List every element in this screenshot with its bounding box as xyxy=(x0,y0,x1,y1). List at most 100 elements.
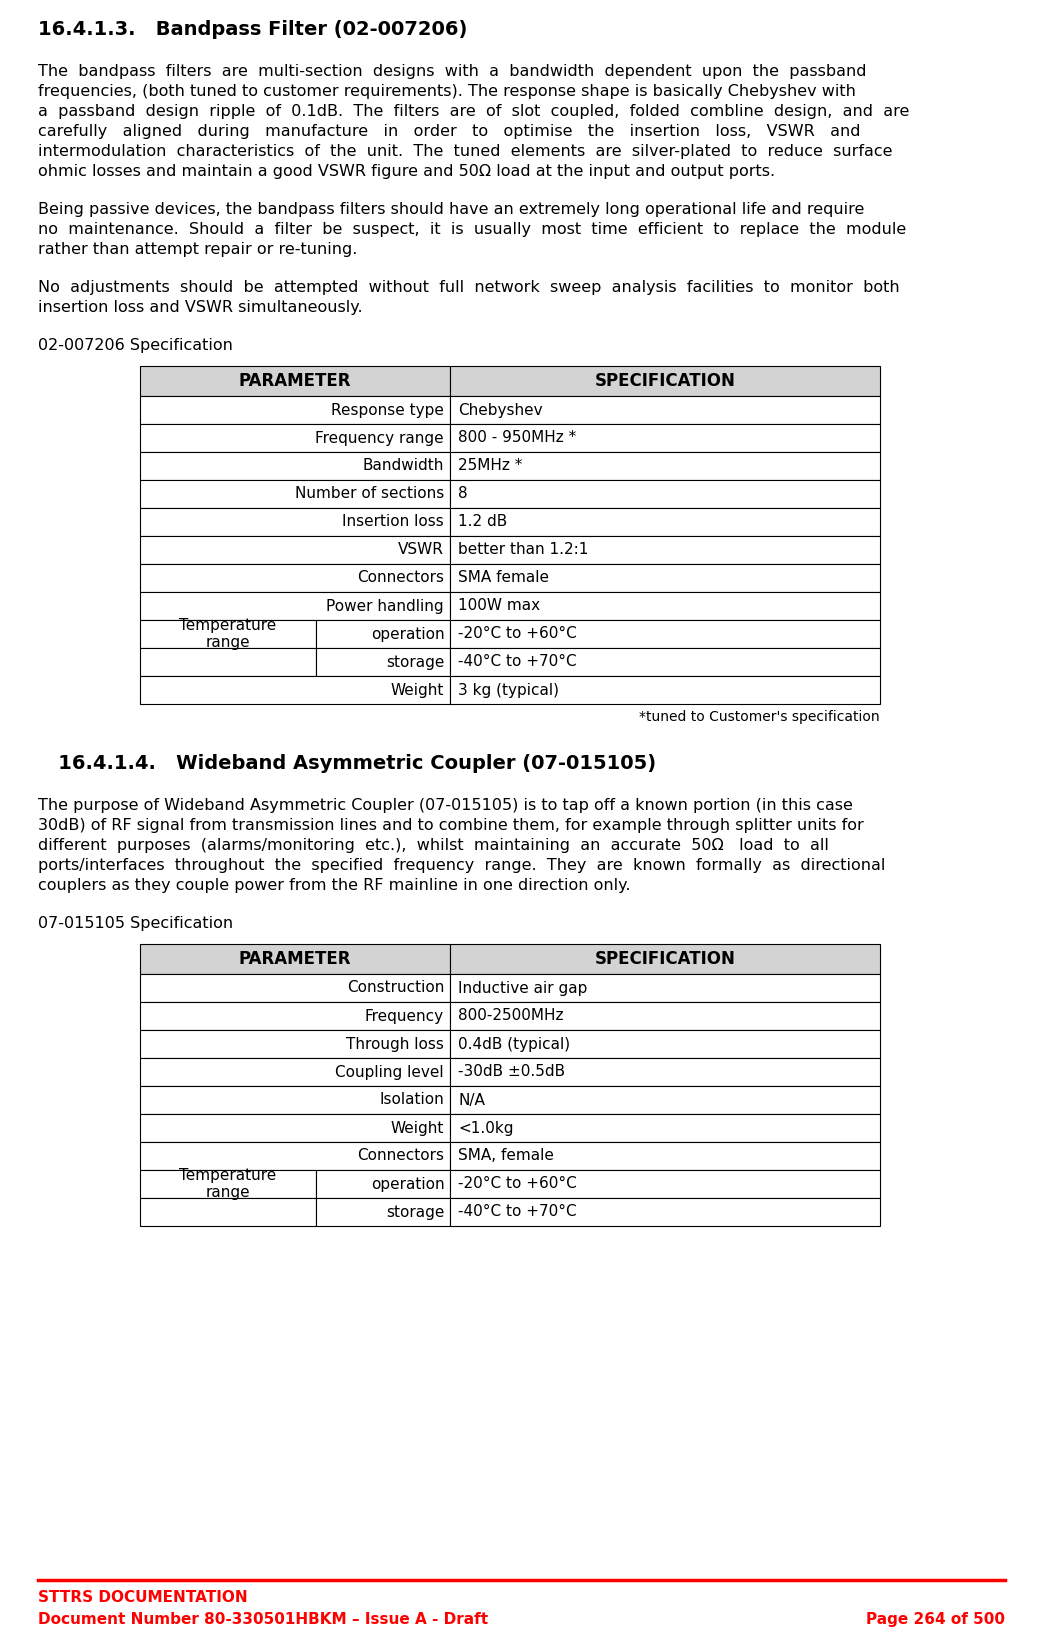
Text: Response type: Response type xyxy=(331,402,444,417)
Text: Weight: Weight xyxy=(390,682,444,697)
Text: intermodulation  characteristics  of  the  unit.  The  tuned  elements  are  sil: intermodulation characteristics of the u… xyxy=(38,144,893,159)
Text: Frequency range: Frequency range xyxy=(316,430,444,445)
Text: *tuned to Customer's specification: *tuned to Customer's specification xyxy=(639,710,880,725)
Bar xyxy=(140,1114,450,1142)
Bar xyxy=(450,537,880,564)
Text: Power handling: Power handling xyxy=(326,599,444,614)
Bar xyxy=(450,564,880,592)
Bar xyxy=(140,509,450,537)
Text: 100W max: 100W max xyxy=(458,599,540,614)
Text: PARAMETER: PARAMETER xyxy=(239,951,351,969)
Bar xyxy=(450,1170,880,1198)
Text: -40°C to +70°C: -40°C to +70°C xyxy=(458,654,577,669)
Bar xyxy=(140,592,450,620)
Text: Weight: Weight xyxy=(390,1121,444,1135)
Text: 800 - 950MHz *: 800 - 950MHz * xyxy=(458,430,576,445)
Text: Bandwidth: Bandwidth xyxy=(362,458,444,473)
Bar xyxy=(450,1142,880,1170)
Text: ports/interfaces  throughout  the  specified  frequency  range.  They  are  know: ports/interfaces throughout the specifie… xyxy=(38,857,885,874)
Bar xyxy=(316,1170,450,1198)
Text: Number of sections: Number of sections xyxy=(295,486,444,502)
Bar xyxy=(140,1058,450,1086)
Text: Temperature
range: Temperature range xyxy=(180,1168,276,1201)
Bar xyxy=(450,424,880,452)
Bar xyxy=(140,648,316,676)
Bar xyxy=(140,479,450,509)
Text: carefully   aligned   during   manufacture   in   order   to   optimise   the   : carefully aligned during manufacture in … xyxy=(38,124,861,139)
Bar xyxy=(140,564,450,592)
Text: Being passive devices, the bandpass filters should have an extremely long operat: Being passive devices, the bandpass filt… xyxy=(38,201,865,218)
Bar xyxy=(140,1031,450,1058)
Bar xyxy=(140,1086,450,1114)
Text: rather than attempt repair or re-tuning.: rather than attempt repair or re-tuning. xyxy=(38,242,357,257)
Bar xyxy=(450,944,880,973)
Bar xyxy=(450,1001,880,1031)
Text: frequencies, (both tuned to customer requirements). The response shape is basica: frequencies, (both tuned to customer req… xyxy=(38,83,856,100)
Bar xyxy=(450,1031,880,1058)
Text: Connectors: Connectors xyxy=(357,571,444,586)
Bar xyxy=(140,424,450,452)
Bar xyxy=(450,592,880,620)
Text: storage: storage xyxy=(386,654,445,669)
Bar xyxy=(450,1086,880,1114)
Bar xyxy=(450,509,880,537)
Bar xyxy=(450,396,880,424)
Text: Through loss: Through loss xyxy=(346,1037,444,1052)
Text: couplers as they couple power from the RF mainline in one direction only.: couplers as they couple power from the R… xyxy=(38,879,630,893)
Bar xyxy=(140,973,450,1001)
Bar xyxy=(450,1058,880,1086)
Bar xyxy=(450,648,880,676)
Text: The purpose of Wideband Asymmetric Coupler (07-015105) is to tap off a known por: The purpose of Wideband Asymmetric Coupl… xyxy=(38,798,853,813)
Text: ohmic losses and maintain a good VSWR figure and 50Ω load at the input and outpu: ohmic losses and maintain a good VSWR fi… xyxy=(38,164,775,178)
Bar xyxy=(316,1198,450,1225)
Text: The  bandpass  filters  are  multi-section  designs  with  a  bandwidth  depende: The bandpass filters are multi-section d… xyxy=(38,64,867,79)
Text: -40°C to +70°C: -40°C to +70°C xyxy=(458,1204,577,1219)
Bar xyxy=(450,676,880,703)
Text: <1.0kg: <1.0kg xyxy=(458,1121,514,1135)
Text: 02-007206 Specification: 02-007206 Specification xyxy=(38,339,233,353)
Text: Insertion loss: Insertion loss xyxy=(343,514,444,530)
Bar xyxy=(450,366,880,396)
Bar xyxy=(450,479,880,509)
Text: Isolation: Isolation xyxy=(379,1093,444,1108)
Bar xyxy=(140,1001,450,1031)
Text: 07-015105 Specification: 07-015105 Specification xyxy=(38,916,234,931)
Text: better than 1.2:1: better than 1.2:1 xyxy=(458,543,589,558)
Bar xyxy=(140,537,450,564)
Bar xyxy=(450,1198,880,1225)
Text: Coupling level: Coupling level xyxy=(335,1065,444,1080)
Text: storage: storage xyxy=(386,1204,445,1219)
Text: Construction: Construction xyxy=(347,980,444,995)
Text: -20°C to +60°C: -20°C to +60°C xyxy=(458,627,577,641)
Text: 0.4dB (typical): 0.4dB (typical) xyxy=(458,1037,570,1052)
Text: -20°C to +60°C: -20°C to +60°C xyxy=(458,1176,577,1191)
Bar xyxy=(450,973,880,1001)
Bar xyxy=(450,620,880,648)
Text: 16.4.1.4.   Wideband Asymmetric Coupler (07-015105): 16.4.1.4. Wideband Asymmetric Coupler (0… xyxy=(38,754,656,772)
Text: SMA female: SMA female xyxy=(458,571,549,586)
Text: Connectors: Connectors xyxy=(357,1148,444,1163)
Bar xyxy=(140,1170,316,1198)
Bar xyxy=(450,1114,880,1142)
Text: Page 264 of 500: Page 264 of 500 xyxy=(866,1611,1005,1626)
Text: -30dB ±0.5dB: -30dB ±0.5dB xyxy=(458,1065,565,1080)
Text: operation: operation xyxy=(372,1176,445,1191)
Text: STTRS DOCUMENTATION: STTRS DOCUMENTATION xyxy=(38,1590,248,1605)
Text: 3 kg (typical): 3 kg (typical) xyxy=(458,682,559,697)
Text: 16.4.1.3.   Bandpass Filter (02-007206): 16.4.1.3. Bandpass Filter (02-007206) xyxy=(38,20,467,39)
Bar xyxy=(316,620,450,648)
Text: Temperature
range: Temperature range xyxy=(180,618,276,649)
Text: operation: operation xyxy=(372,627,445,641)
Text: 25MHz *: 25MHz * xyxy=(458,458,522,473)
Bar xyxy=(140,620,316,648)
Text: Frequency: Frequency xyxy=(365,1008,444,1024)
Bar xyxy=(140,1198,316,1225)
Text: Document Number 80-330501HBKM – Issue A - Draft: Document Number 80-330501HBKM – Issue A … xyxy=(38,1611,488,1626)
Text: different  purposes  (alarms/monitoring  etc.),  whilst  maintaining  an  accura: different purposes (alarms/monitoring et… xyxy=(38,838,829,852)
Bar xyxy=(140,396,450,424)
Text: PARAMETER: PARAMETER xyxy=(239,371,351,389)
Text: no  maintenance.  Should  a  filter  be  suspect,  it  is  usually  most  time  : no maintenance. Should a filter be suspe… xyxy=(38,222,906,237)
Text: No  adjustments  should  be  attempted  without  full  network  sweep  analysis : No adjustments should be attempted witho… xyxy=(38,280,900,294)
Text: insertion loss and VSWR simultaneously.: insertion loss and VSWR simultaneously. xyxy=(38,299,362,316)
Text: SMA, female: SMA, female xyxy=(458,1148,554,1163)
